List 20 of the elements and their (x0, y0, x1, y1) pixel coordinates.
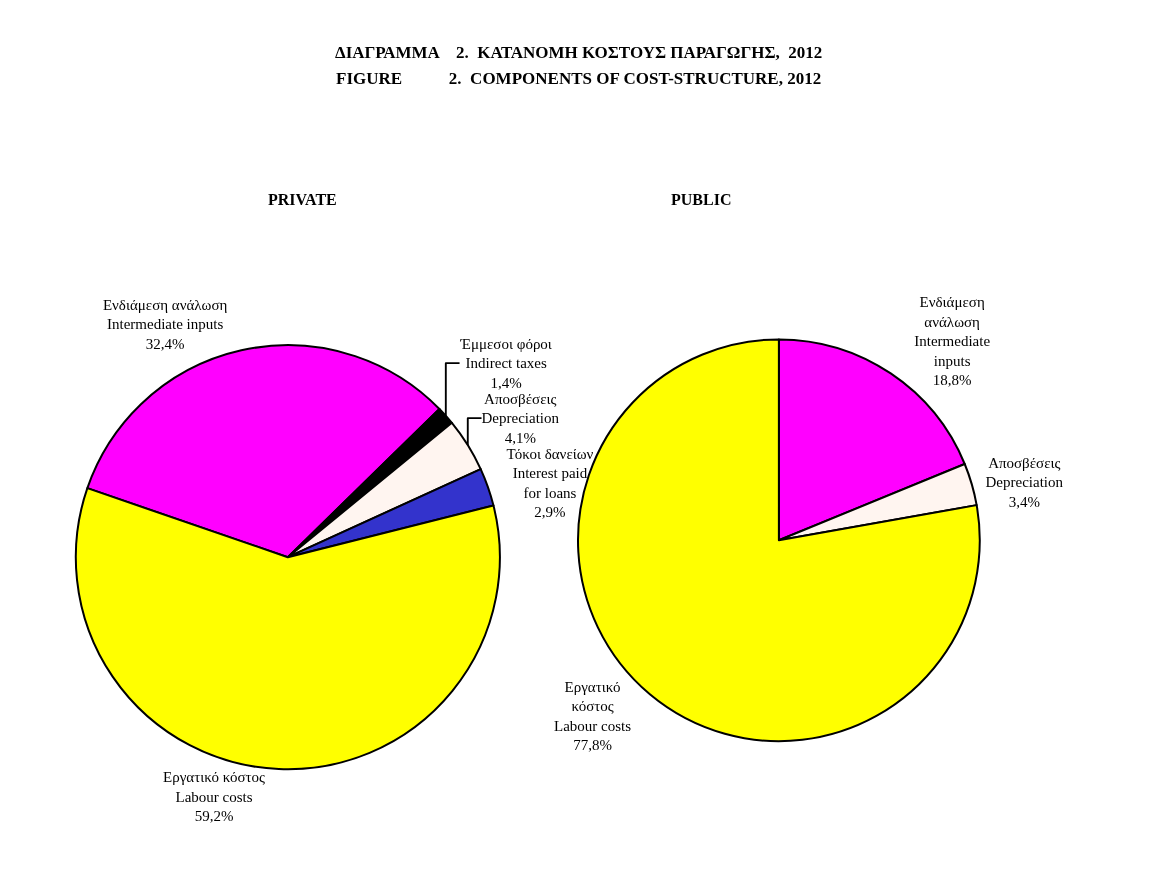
caption: FIGURE 2. COMPONENTS OF COST-STRUCTURE, 2012 (336, 69, 822, 88)
slice-label: Τόκοι δανείων Interest paid for loans (506, 445, 594, 501)
slice-label: Εργατικό κόστος Labour costs (554, 678, 632, 734)
data-label: 1,4% (490, 374, 522, 391)
data-label: 59,2% (194, 808, 234, 825)
data-label: 4,1% (504, 429, 536, 446)
chart-title: PRIVATE (268, 191, 337, 208)
slice-label: Ενδιάμεση ανάλωση Intermediate inputs (914, 294, 991, 369)
slice-label: Ενδιάμεση ανάλωση Intermediate inputs (102, 296, 228, 333)
slice-label: Αποσβέσεις Depreciation (985, 454, 1064, 491)
data-label: 3,4% (1008, 493, 1040, 510)
chart-title: PUBLIC (671, 191, 732, 208)
slice-label: Εργατικό κόστος Labour costs (163, 769, 266, 805)
data-label: 2,9% (534, 504, 566, 521)
slice-label: Έμμεσοι φόροι Indirect taxes (459, 335, 552, 372)
data-label: 32,4% (145, 335, 185, 352)
data-label: 77,8% (573, 737, 612, 754)
data-label: 18,8% (932, 372, 972, 389)
slice-label: Αποσβέσεις Depreciation (481, 390, 560, 427)
text: ΔΙΑΓΡΑΜΜΑ 2. ΚΑΤΑΝΟΜΗ ΚΟΣΤΟΥΣ ΠΑΡΑΓΩΓΗΣ, 2012 (335, 43, 823, 62)
